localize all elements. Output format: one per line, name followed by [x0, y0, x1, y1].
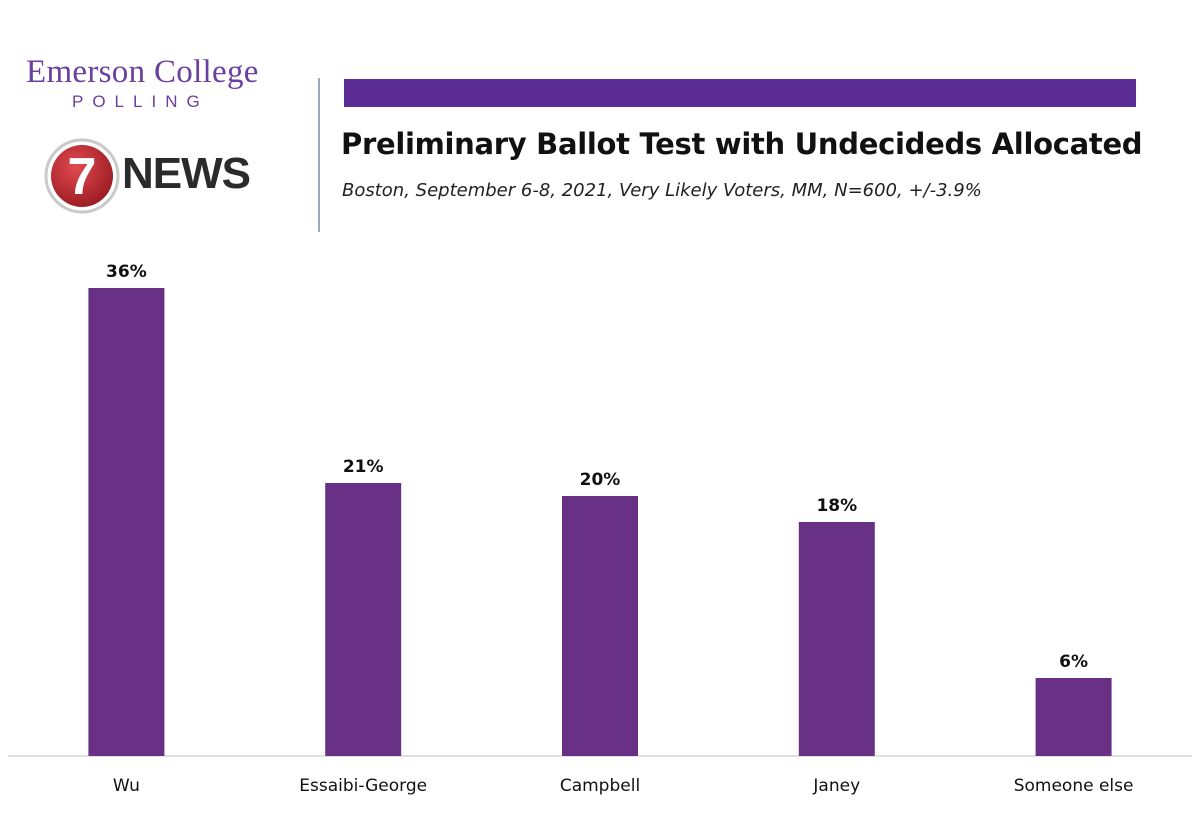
- data-label: 21%: [343, 457, 384, 477]
- data-label: 18%: [816, 496, 857, 516]
- bar-someone-else: [1035, 678, 1112, 756]
- data-label: 20%: [580, 470, 621, 490]
- chart-subtitle: Boston, September 6-8, 2021, Very Likely…: [342, 180, 982, 201]
- news-word: NEWS: [122, 149, 250, 198]
- category-label: Someone else: [1014, 776, 1134, 796]
- bar-wu: [88, 288, 165, 756]
- data-label: 6%: [1059, 652, 1088, 672]
- chart-title: Preliminary Ballot Test with Undecideds …: [341, 127, 1143, 161]
- category-label: Janey: [812, 776, 860, 796]
- emerson-polling: POLLING: [72, 92, 209, 111]
- category-label: Campbell: [560, 776, 640, 796]
- emerson-college-logo: Emerson College POLLING: [26, 54, 296, 112]
- news-seven: 7: [68, 148, 97, 206]
- data-label: 36%: [106, 262, 147, 282]
- category-label: Wu: [113, 776, 140, 796]
- bar-campbell: [562, 496, 638, 756]
- bar-essaibi-george: [325, 483, 402, 756]
- bar-janey: [798, 522, 875, 756]
- header-accent-bar: [344, 79, 1136, 107]
- emerson-name: Emerson College: [26, 54, 259, 90]
- category-label: Essaibi-George: [299, 776, 427, 796]
- header-divider: [318, 78, 320, 232]
- 7news-logo: 7 NEWS: [42, 136, 282, 216]
